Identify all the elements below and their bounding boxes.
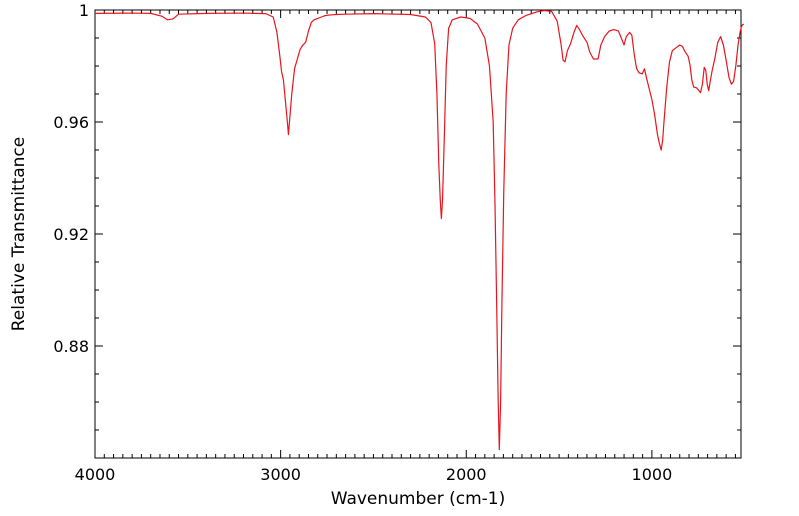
axis-tick-labels: 4000 3000 2000 1000 0.88 0.92 0.96 1 <box>53 1 672 484</box>
y-tick-label: 1 <box>79 1 89 20</box>
x-tick-label: 1000 <box>632 465 673 484</box>
y-axis-label: Relative Transmittance <box>9 137 29 332</box>
y-tick-label: 0.88 <box>53 337 89 356</box>
x-axis-label: Wavenumber (cm-1) <box>331 489 506 509</box>
x-tick-label: 3000 <box>260 465 301 484</box>
x-tick-label: 2000 <box>446 465 487 484</box>
y-tick-label: 0.92 <box>53 225 89 244</box>
plot-area-frame <box>94 9 742 459</box>
x-tick-label: 4000 <box>75 465 116 484</box>
spectrum-line <box>94 9 745 451</box>
axis-ticks <box>94 9 741 459</box>
y-tick-label: 0.96 <box>53 113 89 132</box>
